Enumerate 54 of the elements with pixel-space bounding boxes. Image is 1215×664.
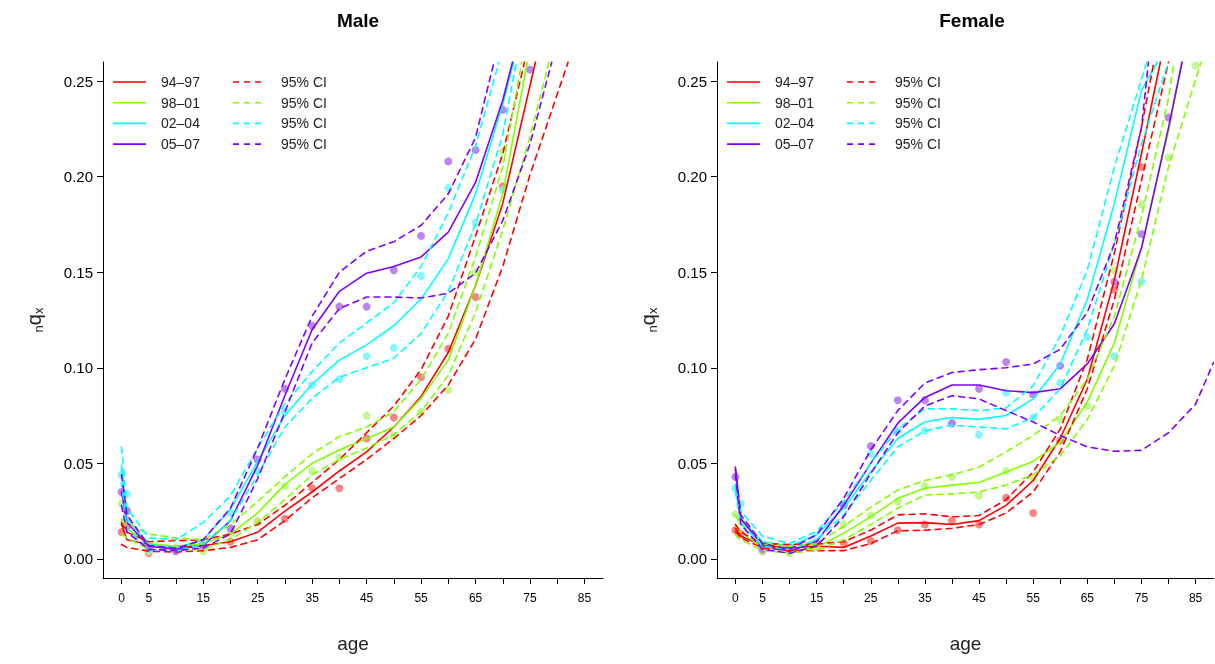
y-tick-label: 0.25 (677, 72, 707, 90)
x-tick-label: 0 (732, 591, 740, 605)
x-tick-label: 75 (1134, 591, 1149, 605)
y-tick-label: 0.20 (677, 168, 707, 186)
x-tick-label: 45 (972, 591, 987, 605)
x-tick-label: 85 (1188, 591, 1203, 605)
x-tick-label: 25 (864, 591, 878, 605)
legend-label: 02–04 (161, 115, 201, 132)
x-tick-label: 15 (809, 591, 824, 605)
y-tick-label: 0.00 (677, 550, 707, 568)
legend-label: 94–97 (161, 74, 201, 90)
x-tick-label: 55 (414, 591, 429, 605)
y-axis-title: nqx (22, 307, 46, 333)
legend-label: 95% CI (895, 94, 941, 111)
y-tick-label: 0.00 (63, 550, 93, 568)
y-tick-label: 0.10 (677, 359, 707, 377)
x-tick-label: 65 (468, 591, 483, 605)
x-tick-label: 25 (251, 591, 265, 605)
legend-label: 02–04 (775, 115, 815, 132)
x-axis-title: age (949, 633, 982, 654)
legend-label: 95% CI (281, 136, 327, 153)
legend-label: 95% CI (895, 115, 941, 132)
legend-label: 95% CI (281, 115, 327, 132)
x-tick-label: 45 (359, 591, 374, 605)
legend-label: 05–07 (161, 136, 201, 153)
x-tick-label: 15 (196, 591, 211, 605)
legend-label: 98–01 (775, 94, 815, 111)
chart-title: Male (336, 10, 380, 31)
legend-label: 98–01 (161, 94, 201, 111)
legend-label: 95% CI (895, 74, 941, 90)
legend-label: 95% CI (281, 74, 327, 90)
legend-label: 95% CI (895, 136, 941, 153)
x-tick-label: 35 (305, 591, 320, 605)
x-tick-label: 35 (918, 591, 932, 605)
x-axis-title: age (337, 633, 369, 654)
x-tick-label: 85 (577, 591, 592, 605)
x-tick-label: 5 (145, 591, 153, 605)
legend-label: 95% CI (281, 94, 327, 111)
y-tick-label: 0.15 (677, 263, 707, 281)
legend-label: 94–97 (775, 74, 815, 90)
chart-title: Female (939, 10, 1005, 31)
y-tick-label: 0.10 (63, 359, 93, 377)
y-tick-label: 0.15 (63, 263, 93, 281)
x-tick-label: 5 (759, 591, 767, 605)
x-tick-label: 0 (118, 591, 126, 605)
y-axis-title: nqx (636, 307, 660, 333)
y-tick-label: 0.20 (63, 168, 93, 186)
legend-label: 05–07 (775, 136, 815, 153)
x-tick-label: 55 (1026, 591, 1041, 605)
y-tick-label: 0.05 (63, 454, 93, 472)
y-tick-label: 0.25 (63, 72, 93, 90)
x-tick-label: 75 (523, 591, 538, 605)
y-tick-label: 0.05 (677, 454, 707, 472)
x-tick-label: 65 (1080, 591, 1095, 605)
